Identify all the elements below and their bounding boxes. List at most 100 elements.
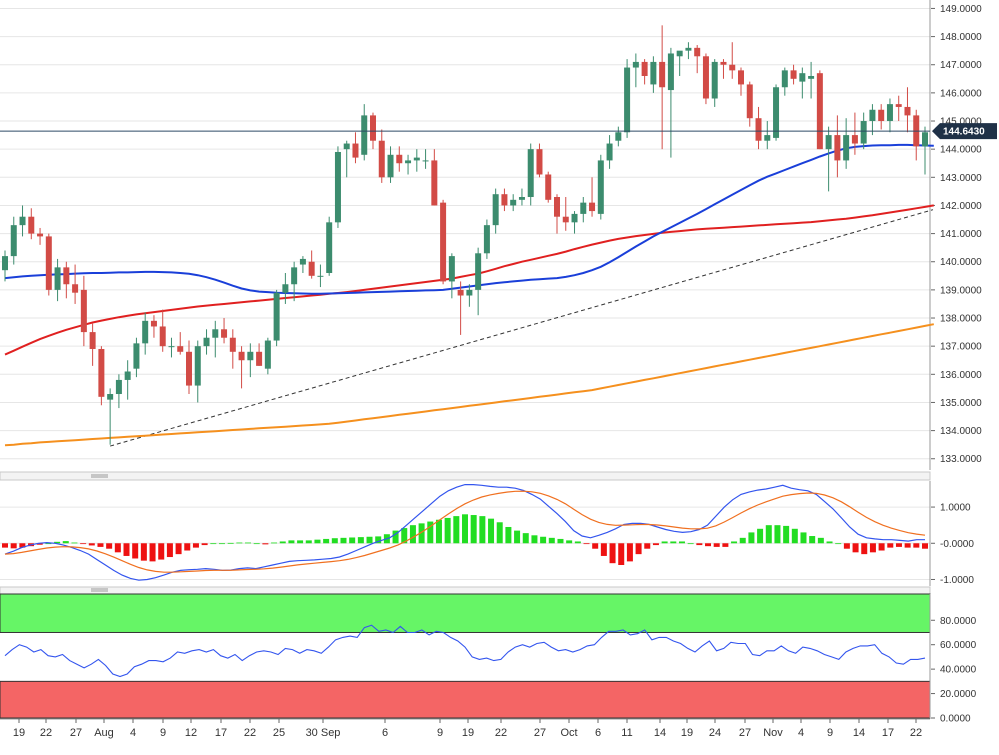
macd-hist-bar-pos xyxy=(479,516,486,544)
macd-hist-bar-pos xyxy=(826,541,833,544)
macd-hist-bar-pos xyxy=(45,543,52,545)
macd-hist-bar-pos xyxy=(62,541,69,544)
macd-hist-bar-pos xyxy=(453,516,460,544)
candle-body-down xyxy=(308,261,315,276)
macd-hist-bar-neg xyxy=(713,543,720,547)
macd-hist-bar-neg xyxy=(97,543,104,547)
candle-body-down xyxy=(554,197,560,217)
macd-hist-bar-pos xyxy=(470,515,477,544)
macd-hist-bar-neg xyxy=(609,543,616,564)
x-tick-label: 22 xyxy=(910,727,922,739)
candle-body-up xyxy=(571,213,578,223)
macd-hist-bar-pos xyxy=(288,540,295,544)
macd-hist-bar-pos xyxy=(661,541,668,544)
candle-body-up xyxy=(615,132,622,141)
x-tick-label: Oct xyxy=(560,727,577,739)
rsi-overbought-zone xyxy=(0,593,931,633)
candle-body-down xyxy=(28,216,35,234)
candle-body-down xyxy=(370,115,376,141)
candle-body-up xyxy=(124,371,131,380)
macd-hist-bar-neg xyxy=(158,543,165,560)
macd-hist-bar-pos xyxy=(548,537,555,544)
macd-hist-bar-neg xyxy=(166,543,173,558)
macd-hist-bar-pos xyxy=(245,542,252,544)
candle-body-up xyxy=(115,379,122,395)
candle-body-down xyxy=(45,236,52,290)
macd-hist-bar-neg xyxy=(123,543,130,556)
candle-body-up xyxy=(168,346,175,348)
macd-hist-bar-pos xyxy=(783,525,790,544)
candle-body-up xyxy=(886,104,893,122)
x-tick-label: 30 Sep xyxy=(306,727,341,739)
candle-body-down xyxy=(396,154,403,164)
candle-body-up xyxy=(343,143,350,150)
candle-body-down xyxy=(746,84,753,119)
macd-hist-bar-pos xyxy=(349,537,356,544)
price-tick-label: 147.0000 xyxy=(940,60,982,71)
candle-body-up xyxy=(527,149,534,198)
macd-hist-bar-pos xyxy=(739,537,746,544)
macd-hist-bar-neg xyxy=(140,543,147,561)
macd-hist-bar-pos xyxy=(271,542,278,544)
candle-body-down xyxy=(694,47,701,57)
candle-body-up xyxy=(264,340,271,369)
x-tick-label: 9 xyxy=(437,727,443,739)
x-tick-label: 14 xyxy=(654,727,666,739)
candle-body-up xyxy=(282,284,289,293)
candle-body-up xyxy=(326,222,333,273)
candle-body-down xyxy=(536,149,543,175)
candle-body-down xyxy=(238,351,245,361)
x-tick-label: 6 xyxy=(595,727,601,739)
macd-hist-bar-pos xyxy=(366,536,373,544)
macd-hist-bar-pos xyxy=(774,525,781,544)
macd-hist-bar-neg xyxy=(175,543,182,555)
candle-body-down xyxy=(501,194,508,206)
macd-hist-bar-pos xyxy=(531,535,538,544)
candle-body-down xyxy=(878,109,885,122)
macd-hist-bar-pos xyxy=(357,537,364,544)
macd-hist-bar-pos xyxy=(279,541,286,544)
ma100-line xyxy=(4,204,934,356)
candle-body-up xyxy=(597,160,604,214)
price-tick-label: 134.0000 xyxy=(940,426,982,437)
ma200-line xyxy=(4,323,934,447)
macd-signal-line xyxy=(4,490,926,573)
macd-hist-bar-neg xyxy=(10,543,17,549)
macd-hist-bar-neg xyxy=(19,543,26,548)
candle-body-up xyxy=(422,160,429,162)
candle-body-down xyxy=(562,216,569,223)
current-price-badge xyxy=(932,123,997,140)
macd-hist-bar-pos xyxy=(678,541,685,544)
trendline xyxy=(110,209,934,447)
candle-body-up xyxy=(361,115,368,155)
candle-body-down xyxy=(816,73,823,150)
candle-body-up xyxy=(685,47,692,51)
macd-hist-bar-pos xyxy=(331,538,338,544)
candle-body-up xyxy=(624,67,631,133)
candle-body-down xyxy=(89,332,96,349)
x-tick-label: 4 xyxy=(798,727,804,739)
candle-body-down xyxy=(150,320,157,327)
candle-body-down xyxy=(729,64,736,71)
price-tick-label: 140.0000 xyxy=(940,257,982,268)
macd-hist-bar-pos xyxy=(392,530,399,544)
x-tick-label: 27 xyxy=(70,727,82,739)
macd-hist-bar-pos xyxy=(375,536,382,544)
macd-hist-bar-pos xyxy=(409,525,416,544)
macd-hist-bar-pos xyxy=(427,521,434,544)
x-tick-label: 24 xyxy=(709,727,721,739)
candle-body-up xyxy=(808,75,815,79)
candle-body-up xyxy=(19,216,26,226)
macd-hist-bar-pos xyxy=(218,543,225,545)
candle-body-down xyxy=(159,326,166,347)
candle-body-up xyxy=(299,258,306,265)
macd-hist-bar-neg xyxy=(696,543,703,546)
macd-hist-bar-pos xyxy=(297,540,304,544)
candle-body-up xyxy=(632,61,639,68)
candle-body-up xyxy=(142,320,149,344)
macd-hist-bar-pos xyxy=(505,526,512,544)
price-tick-label: 141.0000 xyxy=(940,229,982,240)
candle-body-down xyxy=(895,104,902,107)
x-tick-label: 25 xyxy=(273,727,285,739)
